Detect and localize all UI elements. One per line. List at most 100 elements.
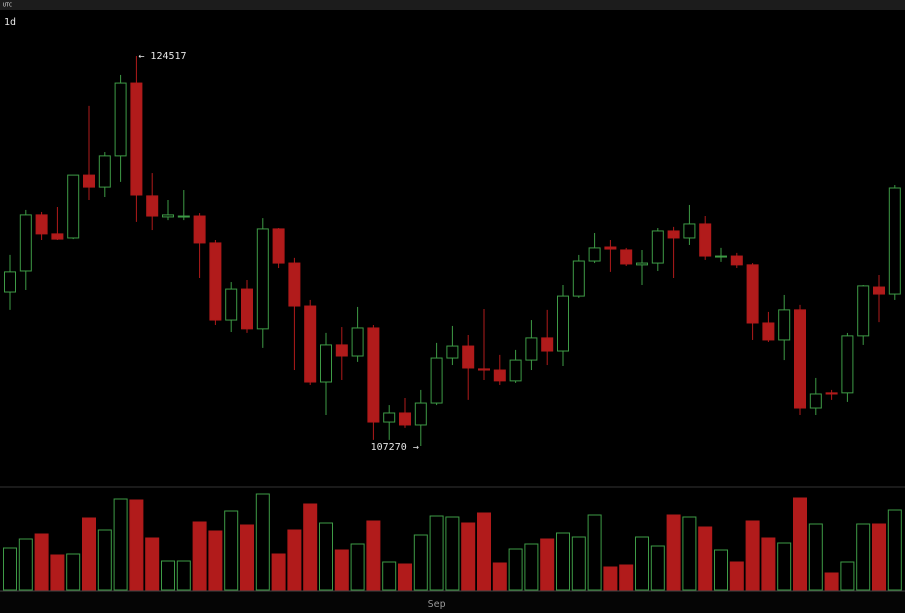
candle-body [162, 214, 174, 218]
candle-body [225, 288, 238, 321]
candle-body [4, 271, 16, 293]
candle-body [778, 309, 791, 341]
candle-body [857, 285, 870, 337]
candle-body [493, 369, 506, 382]
candle-body [794, 309, 806, 409]
candle-body [35, 214, 48, 235]
candle-body [51, 233, 64, 240]
volume-bar [682, 516, 697, 591]
candle-body [746, 264, 759, 324]
candle-body [572, 260, 585, 297]
volume-bar [745, 520, 760, 591]
x-tick-label: Sep [428, 599, 446, 610]
volume-bar [524, 543, 539, 591]
volume-bar [650, 545, 665, 591]
candle-body [83, 174, 95, 188]
candle-body [98, 155, 111, 188]
volume-bar [540, 538, 555, 591]
candle-body [699, 223, 712, 257]
candle-body [667, 230, 680, 239]
candle-body [557, 295, 569, 352]
candle-body [873, 286, 885, 295]
volume-bar [571, 536, 586, 591]
volume-bar [66, 553, 81, 591]
candle-body [446, 345, 459, 359]
high-annotation: ← 124517 [138, 51, 186, 62]
candle-body [762, 322, 775, 341]
volume-bar [619, 564, 634, 591]
volume-bar [761, 537, 776, 591]
candle-body [715, 255, 727, 258]
candle-body [351, 327, 364, 357]
candle-body [588, 247, 601, 262]
volume-bar [366, 520, 381, 591]
x-axis-strip [0, 591, 905, 613]
volume-bar [840, 561, 855, 591]
candle-body [256, 228, 269, 330]
volume-bar [287, 529, 302, 591]
volume-bar [856, 523, 871, 591]
low-annotation: 107270 → [371, 442, 419, 453]
candle-body [130, 82, 143, 196]
timezone: UTC [3, 3, 12, 9]
candle-body [288, 262, 301, 307]
candle-body [193, 215, 206, 244]
candle-body [272, 228, 285, 264]
volume-bar [350, 543, 365, 591]
volume-bar [334, 549, 349, 591]
candle-body [604, 246, 617, 250]
volume-bar [492, 562, 507, 591]
volume-bar [382, 561, 397, 591]
volume-bar [129, 499, 144, 591]
volume-bar [603, 566, 618, 591]
volume-bar [714, 549, 728, 591]
candle-body [825, 392, 838, 395]
volume-bar [192, 521, 207, 591]
candle-body [177, 215, 190, 218]
candle-body [383, 412, 396, 423]
volume-bar [413, 534, 428, 591]
candle-body [730, 255, 743, 266]
volume-bar [477, 512, 491, 591]
candle-body [67, 174, 80, 239]
candle-body [414, 402, 427, 426]
candle-body [841, 335, 854, 394]
top-bar [0, 0, 905, 10]
candle-body [509, 359, 522, 382]
volume-bar [319, 522, 333, 591]
candle-body [320, 344, 332, 383]
candle-body [478, 368, 490, 371]
candle-body [651, 230, 664, 264]
volume-bar [429, 515, 444, 591]
volume-bar [3, 547, 17, 591]
volume-bar [224, 510, 239, 591]
volume-bar [777, 542, 792, 591]
candle-body [683, 223, 696, 239]
candle-body [462, 345, 475, 369]
candle-body [525, 337, 538, 361]
volume-bar [161, 560, 175, 591]
candle-body [541, 337, 554, 352]
volume-bar [50, 554, 65, 591]
volume-bar [97, 529, 112, 591]
volume-bar [445, 516, 460, 591]
volume-bar [240, 524, 254, 591]
volume-bar [82, 517, 96, 591]
volume-bar [271, 553, 286, 591]
candle-body [367, 327, 380, 423]
candle-body [620, 249, 633, 265]
candle-body [335, 344, 348, 357]
candle-body [304, 305, 317, 383]
candle-body [114, 82, 127, 157]
volume-bar [887, 509, 902, 591]
volume-bar [793, 497, 807, 591]
candle-body [399, 412, 411, 426]
volume-bar [113, 498, 128, 591]
volume-bar [808, 523, 823, 591]
volume-bar [303, 503, 318, 591]
volume-bar [666, 514, 681, 591]
volume-bar [34, 533, 49, 591]
volume-bar [398, 563, 412, 591]
volume-bar [698, 526, 713, 591]
